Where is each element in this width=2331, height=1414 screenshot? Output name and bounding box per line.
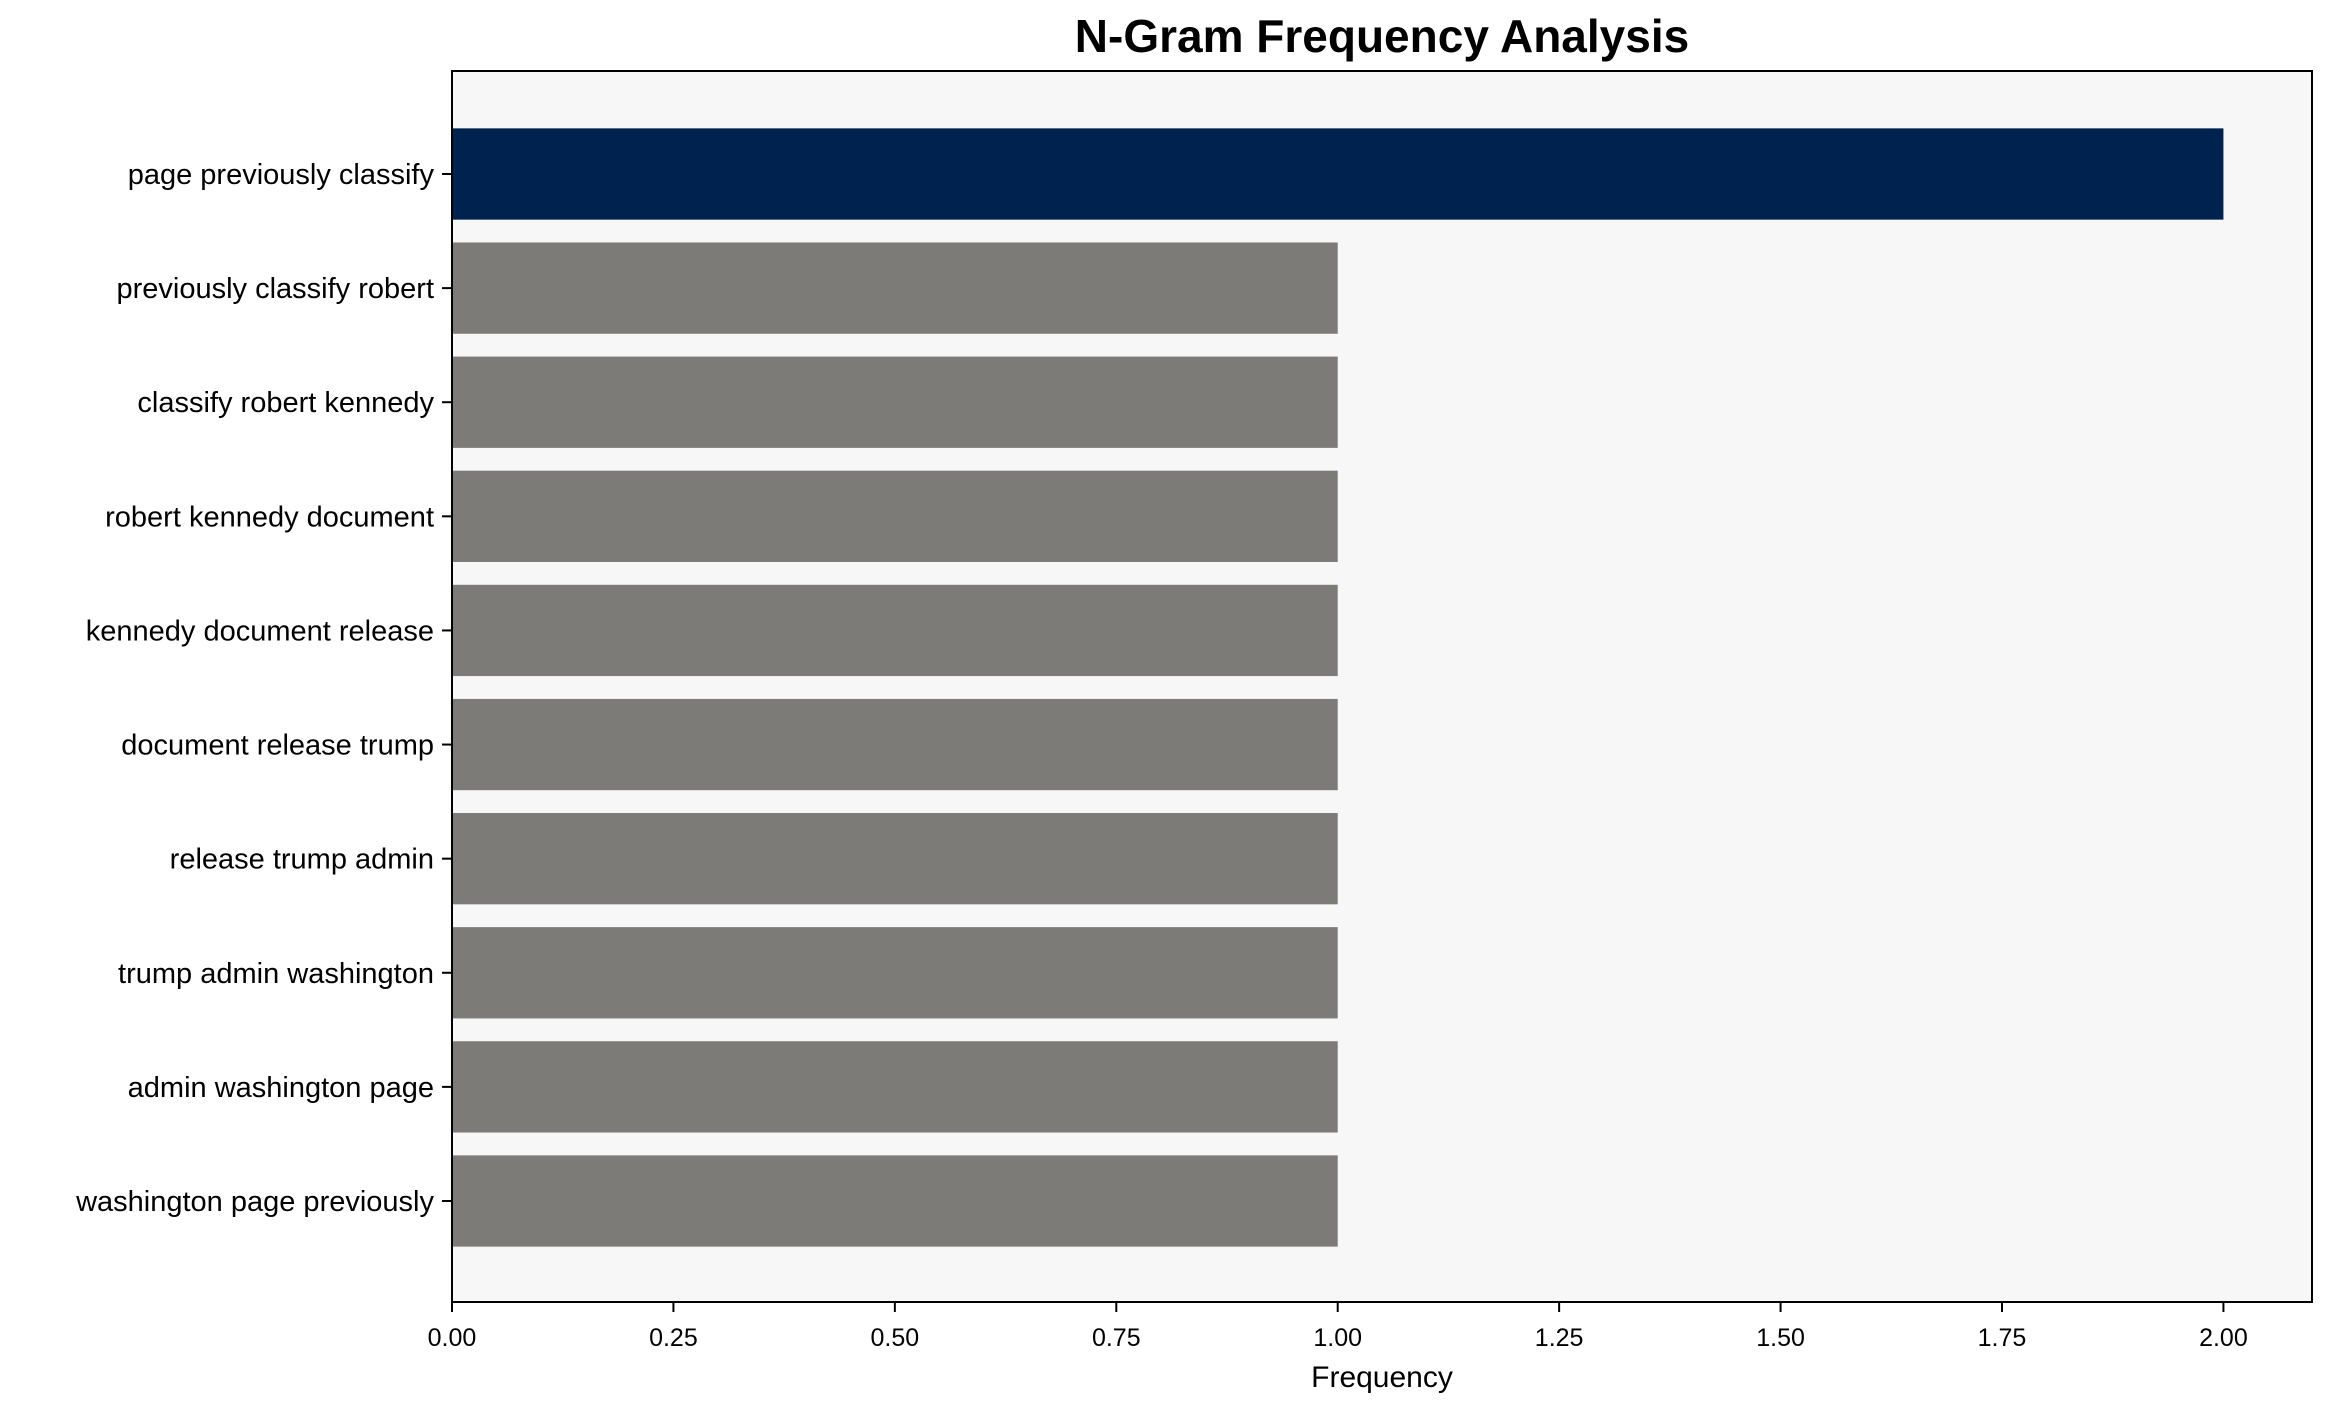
bar [452, 128, 2224, 220]
bar [452, 927, 1338, 1019]
y-tick-label: admin washington page [128, 1072, 434, 1104]
plot-frame [451, 70, 2313, 1303]
x-tick-label: 1.00 [1313, 1324, 1362, 1352]
bar [452, 242, 1338, 334]
x-tick-label: 1.25 [1535, 1324, 1584, 1352]
y-tick-label: kennedy document release [86, 615, 434, 647]
x-axis-label: Frequency [1311, 1361, 1453, 1394]
y-tick-label: washington page previously [75, 1186, 434, 1218]
x-tick-label: 1.75 [1978, 1324, 2027, 1352]
bar [452, 1041, 1338, 1133]
y-tick-label: previously classify robert [117, 273, 435, 305]
bar [452, 356, 1338, 448]
x-tick-label: 0.50 [871, 1324, 920, 1352]
x-tick-label: 0.00 [428, 1324, 477, 1352]
y-tick-label: classify robert kennedy [137, 387, 434, 419]
y-tick-label: page previously classify [128, 159, 435, 191]
bar [452, 584, 1338, 677]
y-tick-label: robert kennedy document [105, 501, 434, 533]
x-tick-label: 1.50 [1756, 1324, 1805, 1352]
bar [452, 813, 1338, 905]
x-tick-label: 0.75 [1092, 1324, 1141, 1352]
y-tick-label: trump admin washington [118, 958, 434, 990]
chart-title: N-Gram Frequency Analysis [1075, 10, 1689, 62]
bar [452, 698, 1338, 791]
bar [452, 1155, 1338, 1247]
x-tick-label: 0.25 [649, 1324, 698, 1352]
bar [452, 470, 1338, 562]
y-tick-label: document release trump [121, 730, 434, 762]
x-tick-label: 2.00 [2199, 1324, 2248, 1352]
y-tick-label: release trump admin [170, 844, 434, 876]
